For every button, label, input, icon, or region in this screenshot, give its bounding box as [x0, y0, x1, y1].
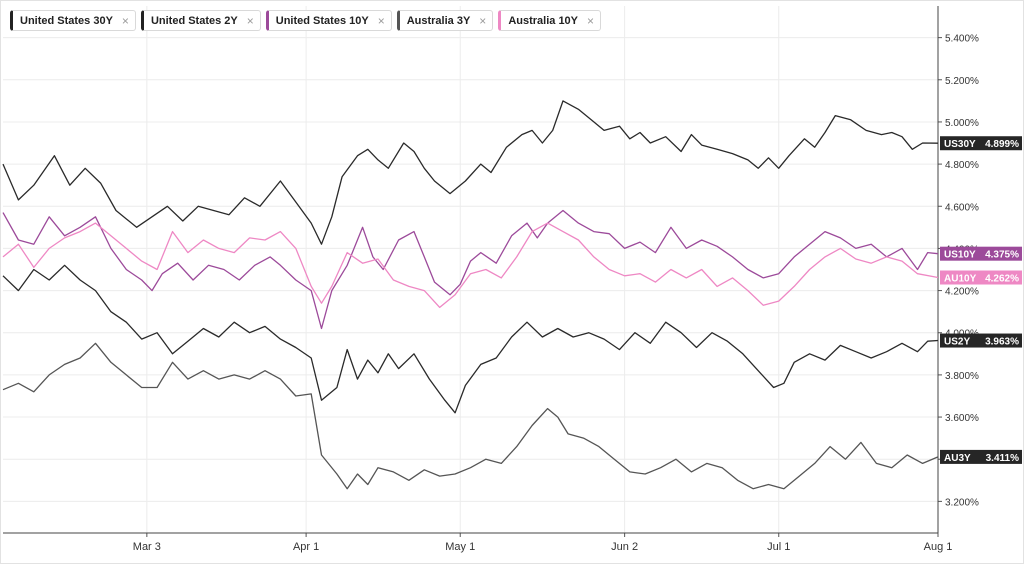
value-tag-us2y [940, 333, 1022, 348]
value-tag-name: AU3Y [944, 453, 971, 464]
x-tick-label: May 1 [445, 541, 475, 553]
y-tick-label: 4.200% [945, 287, 979, 298]
legend-label: United States 2Y [150, 14, 238, 27]
chart-legend: United States 30Y × United States 2Y × Uni… [10, 10, 602, 31]
value-tag-value: 4.262% [985, 274, 1019, 285]
x-tick-label: Mar 3 [133, 541, 161, 553]
y-tick-label: 4.600% [945, 202, 979, 213]
value-tag-name: US30Y [944, 139, 976, 150]
y-tick-label: 5.000% [945, 118, 979, 129]
value-tag-us10y [940, 246, 1022, 261]
legend-chip-us30y[interactable]: United States 30Y × [10, 10, 136, 31]
x-tick-label: Jul 1 [767, 541, 790, 553]
legend-chip-au10y[interactable]: Australia 10Y × [498, 10, 602, 31]
legend-chip-us10y[interactable]: United States 10Y × [265, 10, 392, 31]
series-line-au3y [2, 342, 939, 490]
legend-chip-us2y[interactable]: United States 2Y × [140, 10, 261, 31]
legend-chip-au3y[interactable]: Australia 3Y × [396, 10, 494, 31]
value-tag-au10y [940, 270, 1022, 285]
x-tick-label: Jun 2 [611, 541, 638, 553]
close-icon[interactable]: × [377, 13, 385, 28]
close-icon[interactable]: × [121, 13, 129, 28]
x-tick-label: Apr 1 [293, 541, 319, 553]
y-tick-label: 5.200% [945, 76, 979, 87]
legend-label: Australia 10Y [508, 14, 579, 27]
series-line-us30y [2, 100, 939, 245]
y-tick-label: 3.600% [945, 413, 979, 424]
y-tick-label: 3.800% [945, 371, 979, 382]
value-tag-us30y [940, 136, 1022, 151]
y-tick-label: 3.200% [945, 497, 979, 508]
series-line-us10y [2, 209, 939, 330]
x-tick-label: Aug 1 [924, 541, 953, 553]
series-line-us2y [2, 264, 939, 414]
value-tag-value: 4.375% [985, 250, 1019, 261]
series-line-au10y [2, 222, 939, 309]
close-icon[interactable]: × [479, 13, 487, 28]
value-tag-name: US10Y [944, 250, 976, 261]
close-icon[interactable]: × [246, 13, 254, 28]
value-tag-name: AU10Y [944, 274, 977, 285]
y-tick-label: 5.400% [945, 34, 979, 45]
value-tag-au3y [940, 449, 1022, 464]
legend-label: Australia 3Y [406, 14, 471, 27]
legend-label: United States 10Y [275, 14, 369, 27]
value-tag-value: 3.411% [986, 453, 1019, 464]
close-icon[interactable]: × [587, 13, 595, 28]
value-tag-value: 4.899% [985, 139, 1019, 150]
legend-label: United States 30Y [20, 14, 113, 27]
value-tag-value: 3.963% [985, 337, 1019, 348]
y-tick-label: 4.800% [945, 160, 979, 171]
value-tag-name: US2Y [944, 337, 970, 348]
